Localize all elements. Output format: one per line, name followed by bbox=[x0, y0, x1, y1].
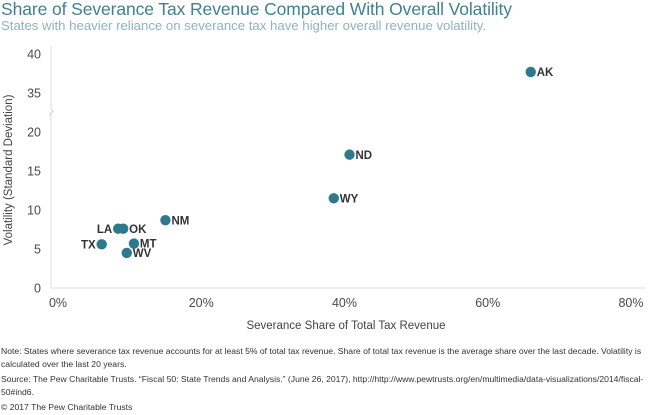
data-point-nm bbox=[160, 214, 171, 226]
scatter-chart: 0% 20% 40% 60% 80% 0 5 10 15 20 35 40 AK ND WY NM LA OK T… bbox=[3, 46, 645, 332]
point-label-wv: WV bbox=[133, 248, 152, 260]
x-tick-label: 60% bbox=[475, 296, 500, 310]
y-tick-label: 15 bbox=[27, 165, 41, 179]
axis-break-marker bbox=[49, 108, 54, 117]
x-tick-label: 40% bbox=[332, 296, 357, 310]
y-axis-title: Volatility (Standard Deviation) bbox=[3, 94, 15, 245]
point-label-ak: AK bbox=[537, 67, 554, 79]
point-label-ok: OK bbox=[129, 224, 147, 236]
y-tick-label: 20 bbox=[27, 126, 41, 140]
y-tick-label: 5 bbox=[34, 243, 41, 257]
point-label-tx: TX bbox=[81, 240, 96, 252]
x-tick-label: 20% bbox=[189, 296, 214, 310]
data-point-ok bbox=[117, 223, 129, 234]
data-point-wv bbox=[121, 247, 132, 259]
point-label-wy: WY bbox=[340, 194, 359, 206]
data-point-mt bbox=[128, 238, 140, 249]
footnote-copyright: © 2017 The Pew Charitable Trusts bbox=[1, 402, 133, 412]
data-point-tx bbox=[96, 239, 107, 250]
x-tick-label: 0% bbox=[49, 296, 67, 310]
data-point-nd bbox=[344, 149, 355, 160]
y-tick-label: 0 bbox=[34, 282, 41, 296]
y-tick-label: 10 bbox=[27, 204, 41, 218]
footnote-source: Source: The Pew Charitable Trusts. “Fisc… bbox=[1, 374, 644, 397]
axes bbox=[49, 46, 645, 289]
chart-title: Share of Severance Tax Revenue Compared … bbox=[1, 0, 512, 19]
y-tick-label: 40 bbox=[27, 48, 41, 62]
footnote-note: Note: States where severance tax revenue… bbox=[1, 346, 642, 369]
y-tick-label: 35 bbox=[27, 87, 41, 101]
data-point-ak bbox=[525, 66, 536, 78]
point-label-nm: NM bbox=[171, 215, 189, 227]
x-tick-label: 80% bbox=[618, 296, 643, 310]
chart-subtitle: States with heavier reliance on severanc… bbox=[1, 18, 487, 33]
tick-labels: 0% 20% 40% 60% 80% 0 5 10 15 20 35 40 bbox=[27, 48, 643, 311]
x-axis-title: Severance Share of Total Tax Revenue bbox=[246, 320, 445, 332]
point-label-mt: MT bbox=[140, 239, 157, 251]
data-point-wy bbox=[328, 193, 339, 204]
point-label-nd: ND bbox=[356, 150, 373, 162]
point-label-la: LA bbox=[97, 224, 112, 236]
